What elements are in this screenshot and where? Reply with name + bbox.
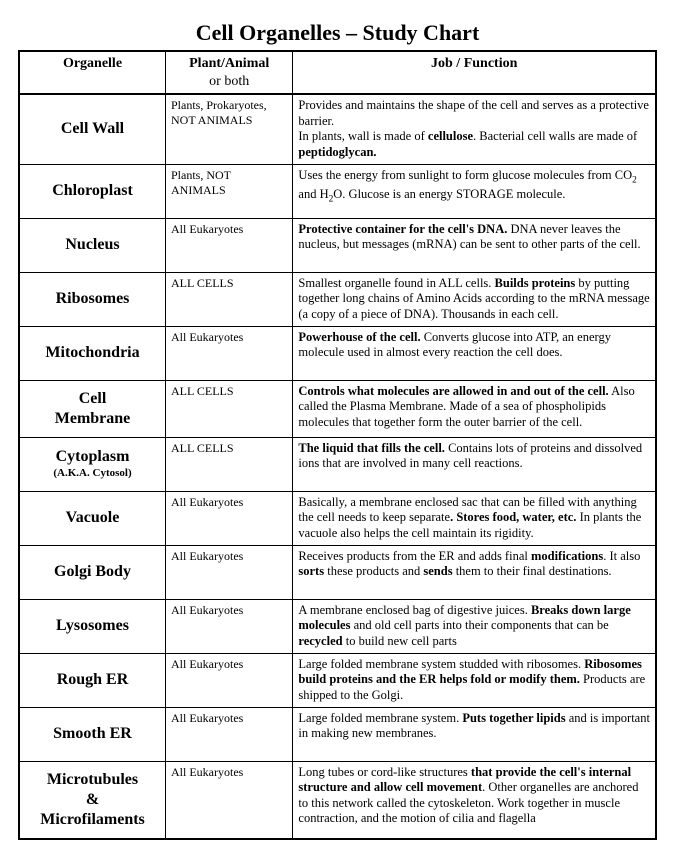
table-row: Rough ERAll EukaryotesLarge folded membr… xyxy=(19,653,656,707)
table-row: CellMembraneALL CELLSControls what molec… xyxy=(19,380,656,437)
col-plant-animal: Plant/Animal or both xyxy=(166,51,293,94)
organelle-cell: Vacuole xyxy=(19,491,166,545)
table-row: Cytoplasm(A.K.A. Cytosol)ALL CELLSThe li… xyxy=(19,437,656,491)
organelle-cell: Mitochondria xyxy=(19,326,166,380)
organelle-cell: Cell Wall xyxy=(19,94,166,164)
organelle-cell: Ribosomes xyxy=(19,272,166,326)
organelle-cell: Rough ER xyxy=(19,653,166,707)
function-cell: A membrane enclosed bag of digestive jui… xyxy=(293,599,656,653)
table-row: Smooth ERAll EukaryotesLarge folded memb… xyxy=(19,707,656,761)
plant-animal-cell: Plants, NOT ANIMALS xyxy=(166,164,293,218)
function-cell: Powerhouse of the cell. Converts glucose… xyxy=(293,326,656,380)
plant-animal-cell: ALL CELLS xyxy=(166,437,293,491)
organelle-cell: Lysosomes xyxy=(19,599,166,653)
organelle-cell: Golgi Body xyxy=(19,545,166,599)
table-body: Cell WallPlants, Prokaryotes, NOT ANIMAL… xyxy=(19,94,656,839)
table-row: Microtubules&MicrofilamentsAll Eukaryote… xyxy=(19,761,656,839)
function-cell: Smallest organelle found in ALL cells. B… xyxy=(293,272,656,326)
table-row: RibosomesALL CELLSSmallest organelle fou… xyxy=(19,272,656,326)
function-cell: Receives products from the ER and adds f… xyxy=(293,545,656,599)
plant-animal-cell: All Eukaryotes xyxy=(166,653,293,707)
table-header-row: Organelle Plant/Animal or both Job / Fun… xyxy=(19,51,656,94)
table-row: ChloroplastPlants, NOT ANIMALSUses the e… xyxy=(19,164,656,218)
table-row: VacuoleAll EukaryotesBasically, a membra… xyxy=(19,491,656,545)
table-row: MitochondriaAll EukaryotesPowerhouse of … xyxy=(19,326,656,380)
plant-animal-cell: Plants, Prokaryotes, NOT ANIMALS xyxy=(166,94,293,164)
plant-animal-cell: ALL CELLS xyxy=(166,380,293,437)
organelle-cell: Microtubules&Microfilaments xyxy=(19,761,166,839)
organelle-cell: CellMembrane xyxy=(19,380,166,437)
plant-animal-cell: All Eukaryotes xyxy=(166,326,293,380)
plant-animal-cell: All Eukaryotes xyxy=(166,218,293,272)
organelle-cell: Nucleus xyxy=(19,218,166,272)
organelle-cell: Chloroplast xyxy=(19,164,166,218)
table-row: Golgi BodyAll EukaryotesReceives product… xyxy=(19,545,656,599)
plant-animal-cell: All Eukaryotes xyxy=(166,545,293,599)
table-row: LysosomesAll EukaryotesA membrane enclos… xyxy=(19,599,656,653)
col-plant-animal-sub: or both xyxy=(171,73,287,91)
organelle-cell: Cytoplasm(A.K.A. Cytosol) xyxy=(19,437,166,491)
col-plant-animal-main: Plant/Animal xyxy=(189,56,269,71)
plant-animal-cell: ALL CELLS xyxy=(166,272,293,326)
page-title: Cell Organelles – Study Chart xyxy=(18,20,657,46)
function-cell: The liquid that fills the cell. Contains… xyxy=(293,437,656,491)
function-cell: Large folded membrane system. Puts toget… xyxy=(293,707,656,761)
col-organelle: Organelle xyxy=(19,51,166,94)
col-function: Job / Function xyxy=(293,51,656,94)
function-cell: Protective container for the cell's DNA.… xyxy=(293,218,656,272)
function-cell: Long tubes or cord-like structures that … xyxy=(293,761,656,839)
study-chart-table: Organelle Plant/Animal or both Job / Fun… xyxy=(18,50,657,840)
function-cell: Uses the energy from sunlight to form gl… xyxy=(293,164,656,218)
table-row: NucleusAll EukaryotesProtective containe… xyxy=(19,218,656,272)
organelle-cell: Smooth ER xyxy=(19,707,166,761)
function-cell: Controls what molecules are allowed in a… xyxy=(293,380,656,437)
function-cell: Large folded membrane system studded wit… xyxy=(293,653,656,707)
plant-animal-cell: All Eukaryotes xyxy=(166,761,293,839)
plant-animal-cell: All Eukaryotes xyxy=(166,707,293,761)
plant-animal-cell: All Eukaryotes xyxy=(166,491,293,545)
function-cell: Basically, a membrane enclosed sac that … xyxy=(293,491,656,545)
plant-animal-cell: All Eukaryotes xyxy=(166,599,293,653)
function-cell: Provides and maintains the shape of the … xyxy=(293,94,656,164)
table-row: Cell WallPlants, Prokaryotes, NOT ANIMAL… xyxy=(19,94,656,164)
